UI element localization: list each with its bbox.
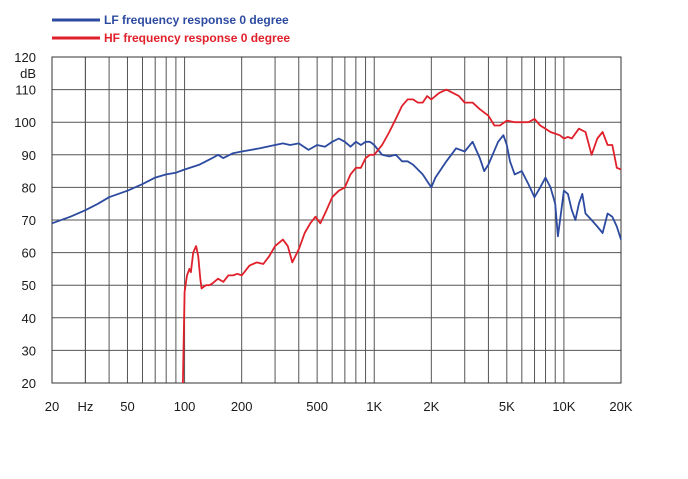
- x-axis-ticks: 20 50 100 200 500 1K 2K 5K 10K 20K: [45, 399, 633, 414]
- x-tick-label: 500: [306, 399, 328, 414]
- y-unit-label: dB: [20, 66, 36, 81]
- y-tick-label: 40: [22, 311, 36, 326]
- plot-frame: [51, 56, 622, 384]
- x-unit-label: Hz: [77, 399, 93, 414]
- y-tick-label: 30: [22, 343, 36, 358]
- series-line-hf: [182, 88, 622, 384]
- y-tick-label: 110: [15, 83, 36, 98]
- x-tick-label: 1K: [366, 399, 382, 414]
- series-line-lf: [51, 134, 622, 240]
- grid-lines: [52, 57, 621, 383]
- legend-label: LF frequency response 0 degree: [104, 13, 289, 27]
- x-tick-label: 200: [231, 399, 253, 414]
- x-tick-label: 2K: [423, 399, 439, 414]
- y-axis-ticks: 120 110 100 90 80 70 60 50 40 30 20: [14, 50, 36, 391]
- y-tick-label: 70: [22, 213, 36, 228]
- y-tick-label: 60: [22, 246, 36, 261]
- y-tick-label: 20: [22, 376, 36, 391]
- y-tick-label: 90: [22, 148, 36, 163]
- x-tick-label: 50: [120, 399, 134, 414]
- x-tick-label: 100: [174, 399, 196, 414]
- y-tick-label: 80: [22, 180, 36, 195]
- x-tick-label: 10K: [552, 399, 575, 414]
- legend: LF frequency response 0 degree HF frequen…: [52, 13, 290, 45]
- x-tick-label: 20K: [609, 399, 632, 414]
- x-tick-label: 20: [45, 399, 59, 414]
- y-tick-label: 100: [14, 115, 36, 130]
- legend-label: HF frequency response 0 degree: [104, 31, 290, 45]
- y-tick-label: 50: [22, 278, 36, 293]
- series-layer: [51, 88, 622, 384]
- y-tick-label: 120: [14, 50, 36, 65]
- x-tick-label: 5K: [499, 399, 515, 414]
